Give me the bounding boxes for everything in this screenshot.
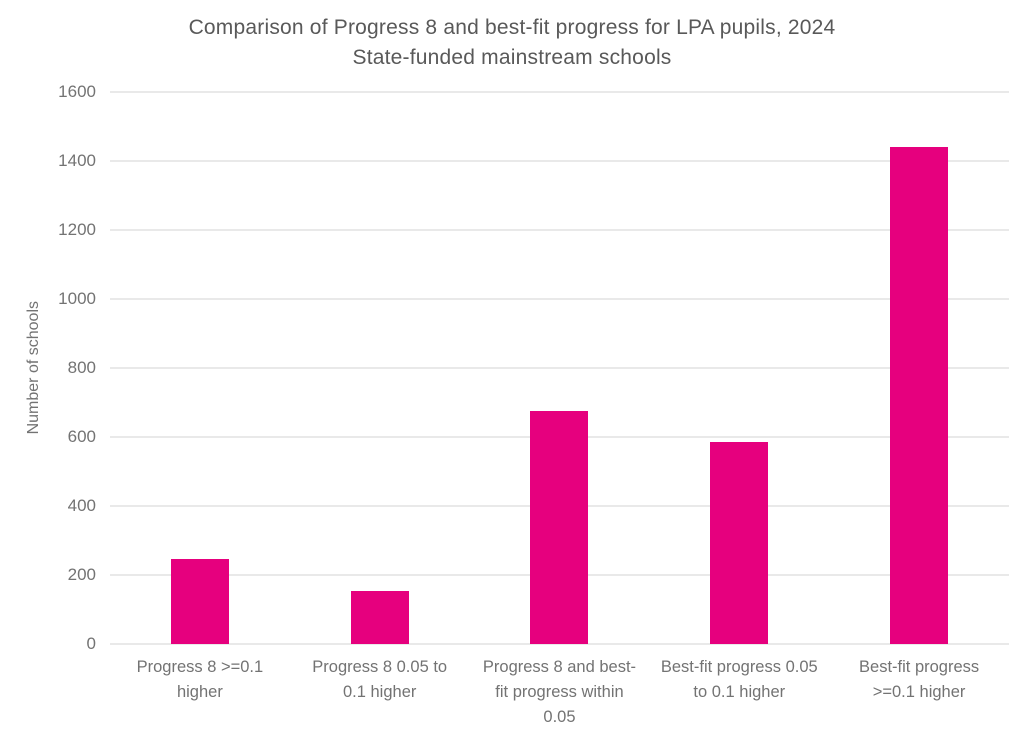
bar bbox=[530, 411, 589, 644]
chart-title-line1: Comparison of Progress 8 and best-fit pr… bbox=[188, 16, 836, 39]
bar-slot bbox=[649, 92, 829, 644]
bar-slot bbox=[110, 92, 290, 644]
y-tick-label: 1200 bbox=[58, 220, 96, 239]
bar bbox=[350, 590, 409, 644]
bar-slot bbox=[470, 92, 650, 644]
y-tick-label: 200 bbox=[67, 565, 96, 584]
x-tick-label: Progress 8 and best-fit progress within … bbox=[482, 658, 637, 726]
bar-slot bbox=[290, 92, 470, 644]
gridline bbox=[110, 229, 1009, 231]
x-tick-label: Best-fit progress >=0.1 higher bbox=[859, 658, 980, 701]
chart-title: Comparison of Progress 8 and best-fit pr… bbox=[0, 13, 1024, 73]
y-tick-label: 1400 bbox=[58, 151, 96, 170]
bar-slot bbox=[829, 92, 1009, 644]
y-axis-title-wrap: Number of schools bbox=[22, 92, 46, 644]
bar bbox=[890, 147, 949, 644]
y-tick-label: 1000 bbox=[58, 289, 96, 308]
x-tick-label: Progress 8 0.05 to 0.1 higher bbox=[312, 658, 448, 701]
y-tick-label: 800 bbox=[67, 358, 96, 377]
y-tick-label: 0 bbox=[86, 634, 96, 653]
gridline bbox=[110, 643, 1009, 645]
gridline bbox=[110, 160, 1009, 162]
x-label-slot: Best-fit progress 0.05 to 0.1 higher bbox=[649, 655, 829, 705]
bar bbox=[170, 559, 229, 644]
gridline bbox=[110, 91, 1009, 93]
gridline bbox=[110, 367, 1009, 369]
gridline bbox=[110, 298, 1009, 300]
plot-area: 0 200 400 600 800 1000 1200 1400 1600 bbox=[58, 82, 1009, 653]
bar bbox=[710, 442, 769, 644]
x-label-slot: Best-fit progress >=0.1 higher bbox=[829, 655, 1009, 705]
x-tick-label: Best-fit progress 0.05 to 0.1 higher bbox=[660, 658, 818, 701]
chart-title-line2: State-funded mainstream schools bbox=[352, 46, 672, 69]
y-axis-title: Number of schools bbox=[25, 301, 42, 435]
x-label-slot: Progress 8 0.05 to 0.1 higher bbox=[290, 655, 470, 705]
x-axis-labels: Progress 8 >=0.1 higher Progress 8 0.05 t… bbox=[110, 655, 1009, 730]
bars-container bbox=[110, 92, 1009, 644]
y-tick-label: 1600 bbox=[58, 82, 96, 101]
y-tick-label: 400 bbox=[67, 496, 96, 515]
x-label-slot: Progress 8 and best-fit progress within … bbox=[470, 655, 650, 730]
x-label-slot: Progress 8 >=0.1 higher bbox=[110, 655, 290, 705]
x-tick-label: Progress 8 >=0.1 higher bbox=[136, 658, 264, 701]
y-tick-label: 600 bbox=[67, 427, 96, 446]
